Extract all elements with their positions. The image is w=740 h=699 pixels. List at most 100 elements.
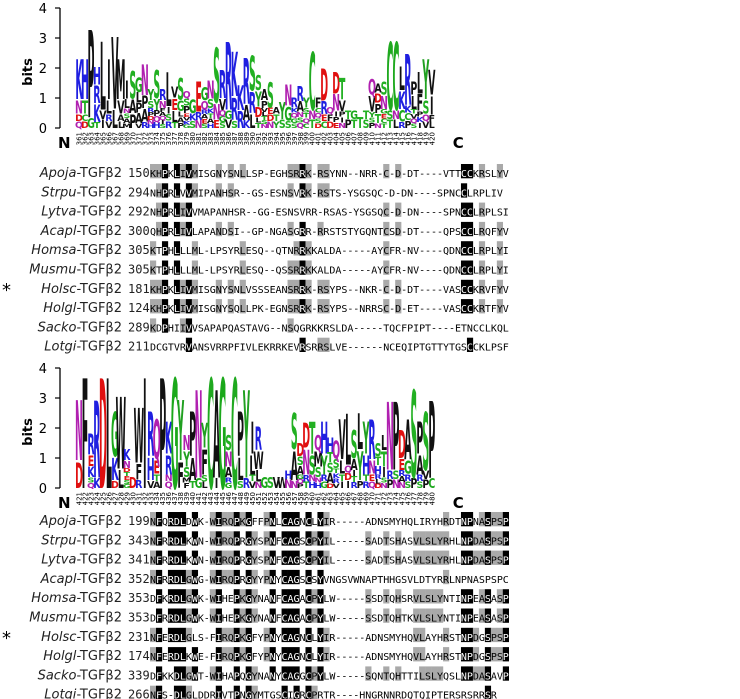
logo-residue-letter: Y	[320, 450, 328, 481]
logo-residue-letter: Q	[314, 431, 322, 455]
conserved-residue-shade	[233, 666, 240, 681]
logo-residue-letter: A	[398, 476, 406, 485]
residue-character: A	[371, 536, 377, 547]
residue-character: A	[288, 652, 294, 663]
conserved-residue-shade	[299, 260, 306, 275]
residue-character: S	[341, 208, 347, 219]
conserved-residue-shade	[293, 647, 300, 662]
residue-character: G	[293, 556, 299, 567]
conserved-residue-shade	[191, 241, 199, 256]
residue-character: I	[216, 671, 222, 682]
conserved-residue-shade	[299, 337, 306, 352]
logo-position-number: 429	[123, 492, 131, 505]
residue-character: G	[395, 575, 401, 586]
residue-character: Y	[317, 652, 323, 663]
logo-residue-letter: Q	[165, 481, 173, 491]
residue-character: Q	[371, 671, 377, 682]
logo-residue-letter: N	[302, 443, 310, 483]
residue-character: P	[204, 188, 210, 199]
logo-residue-letter: E	[333, 121, 340, 130]
residue-character: I	[503, 266, 509, 277]
logo-position-number: 361	[75, 132, 83, 145]
residue-character: -	[347, 169, 353, 180]
residue-character: -	[389, 304, 395, 315]
residue-character: S	[485, 652, 491, 663]
logo-residue-letter: T	[309, 415, 316, 465]
residue-character: Y	[377, 266, 383, 277]
residue-character: R	[395, 246, 402, 257]
logo-residue-letter: P	[237, 401, 244, 471]
conserved-residue-shade	[215, 183, 222, 198]
residue-character: Y	[252, 671, 258, 682]
residue-character: S	[228, 285, 234, 296]
residue-character: D	[395, 304, 401, 315]
residue-character: -	[204, 671, 210, 682]
residue-character: R	[311, 208, 318, 219]
logo-residue-letter: L	[255, 116, 262, 124]
logo-residue-letter: M	[182, 476, 191, 484]
residue-character: V	[293, 343, 299, 354]
conserved-residue-shade	[478, 589, 486, 604]
logo-residue-letter: S	[255, 71, 262, 95]
conserved-residue-shade	[233, 589, 240, 604]
residue-character: P	[485, 575, 491, 586]
residue-character: H	[156, 285, 162, 296]
residue-character: T	[335, 227, 341, 238]
residue-character: L	[473, 227, 479, 238]
logo-residue-letter: T	[357, 114, 364, 132]
residue-character: T	[455, 633, 461, 644]
logo-position-number: 399	[303, 132, 311, 145]
logo-residue-letter: G	[183, 124, 191, 130]
logo-position-number: 469	[363, 492, 371, 505]
residue-character: R	[473, 188, 480, 199]
logo-residue-letter: G	[380, 108, 388, 115]
residue-character: V	[258, 323, 264, 334]
residue-character: C	[467, 343, 473, 354]
residue-character: L	[419, 671, 425, 682]
conserved-residue-shade	[502, 647, 509, 662]
conserved-residue-shade	[305, 550, 312, 565]
residue-character: L	[323, 614, 329, 625]
residue-character: P	[162, 285, 168, 296]
residue-character: A	[264, 671, 270, 682]
conserved-residue-shade	[215, 512, 222, 527]
logo-residue-letter: E	[321, 114, 327, 124]
residue-character: R	[323, 227, 330, 238]
conserved-residue-shade	[215, 589, 222, 604]
logo-residue-letter: A	[117, 113, 125, 124]
residue-character: K	[240, 633, 246, 644]
residue-character: E	[162, 652, 168, 663]
residue-character: W	[210, 556, 217, 567]
residue-character: F	[252, 633, 258, 644]
residue-character: -	[395, 188, 401, 199]
residue-character: N	[341, 169, 347, 180]
logo-residue-letter: T	[303, 111, 310, 119]
logo-position-number: 461	[315, 492, 323, 505]
residue-character: F	[156, 671, 162, 682]
conserved-residue-shade	[173, 627, 181, 643]
residue-character: -	[341, 536, 347, 547]
conserved-residue-shade	[383, 164, 390, 179]
residue-character: Y	[497, 246, 503, 257]
residue-character: R	[305, 323, 312, 334]
conserved-residue-shade	[365, 608, 372, 623]
logo-position-number: 442	[201, 492, 209, 505]
residue-character: H	[156, 304, 162, 315]
conserved-residue-shade	[383, 550, 390, 565]
residue-character: R	[168, 517, 175, 528]
residue-character: P	[216, 246, 222, 257]
residue-character: -	[371, 323, 377, 334]
logo-position-number: 446	[225, 491, 233, 505]
residue-character: N	[455, 575, 461, 586]
logo-position-number: 423	[87, 492, 95, 505]
species-label: Musmu-TGFβ2	[29, 263, 122, 278]
logo-residue-letter: P	[386, 478, 393, 491]
residue-character: S	[485, 536, 491, 547]
residue-character: T	[455, 517, 461, 528]
conserved-residue-shade	[251, 550, 258, 565]
residue-character: S	[371, 614, 377, 625]
species-name: Holgl	[43, 649, 77, 664]
residue-character: -	[341, 266, 347, 277]
